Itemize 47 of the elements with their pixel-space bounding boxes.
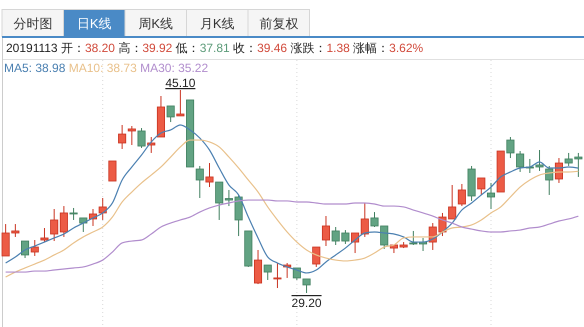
candlestick <box>545 165 554 196</box>
text: 前复权 <box>259 16 298 31</box>
candlestick <box>564 152 573 166</box>
candlestick <box>477 177 486 196</box>
text: 月K线 <box>200 16 235 31</box>
candlestick <box>118 124 126 150</box>
candlestick <box>138 128 146 148</box>
candlestick <box>302 278 311 294</box>
candlestick <box>341 230 350 244</box>
candlestick <box>2 224 10 256</box>
annotation: 29.20 <box>292 296 322 310</box>
candlestick <box>11 224 20 238</box>
text: MA10: 38.73 <box>68 61 140 75</box>
candlestick <box>458 183 466 207</box>
candlestick <box>176 90 184 116</box>
candlestick <box>486 182 496 210</box>
candlestick <box>574 152 582 178</box>
candlestick <box>128 126 136 146</box>
candlestick <box>516 150 524 172</box>
annotation: 45.10 <box>165 76 196 90</box>
candlestick <box>40 228 49 243</box>
candlestick <box>50 208 58 242</box>
text: MA5: 38.98 <box>4 61 69 75</box>
candlestick <box>98 198 107 220</box>
candlestick <box>21 240 30 259</box>
candlestick <box>70 207 78 220</box>
candlestick <box>30 240 39 256</box>
candlestick <box>147 136 156 154</box>
candlestick <box>322 216 330 247</box>
candlestick <box>254 249 262 285</box>
text: 日K线 <box>76 16 112 31</box>
candlestick <box>215 182 224 220</box>
candlestick <box>273 262 282 289</box>
text: MA30: 35.22 <box>140 61 208 75</box>
candlestick <box>332 226 340 246</box>
candlestick <box>60 206 68 238</box>
candlestick <box>312 246 320 268</box>
candlestick <box>506 136 514 159</box>
candlestick <box>360 202 369 238</box>
candlestick <box>166 105 175 123</box>
text: 周K线 <box>138 16 174 31</box>
candlestick <box>196 165 204 199</box>
candlestick <box>264 264 272 280</box>
text: 分时图 <box>13 16 52 31</box>
chart-title: 20191113 开：38.20 高：39.92 低：37.81 收：39.46 涨跌：1.38 涨幅：3.62% <box>6 41 424 55</box>
candlestick <box>108 160 116 182</box>
candlestick <box>205 162 214 188</box>
